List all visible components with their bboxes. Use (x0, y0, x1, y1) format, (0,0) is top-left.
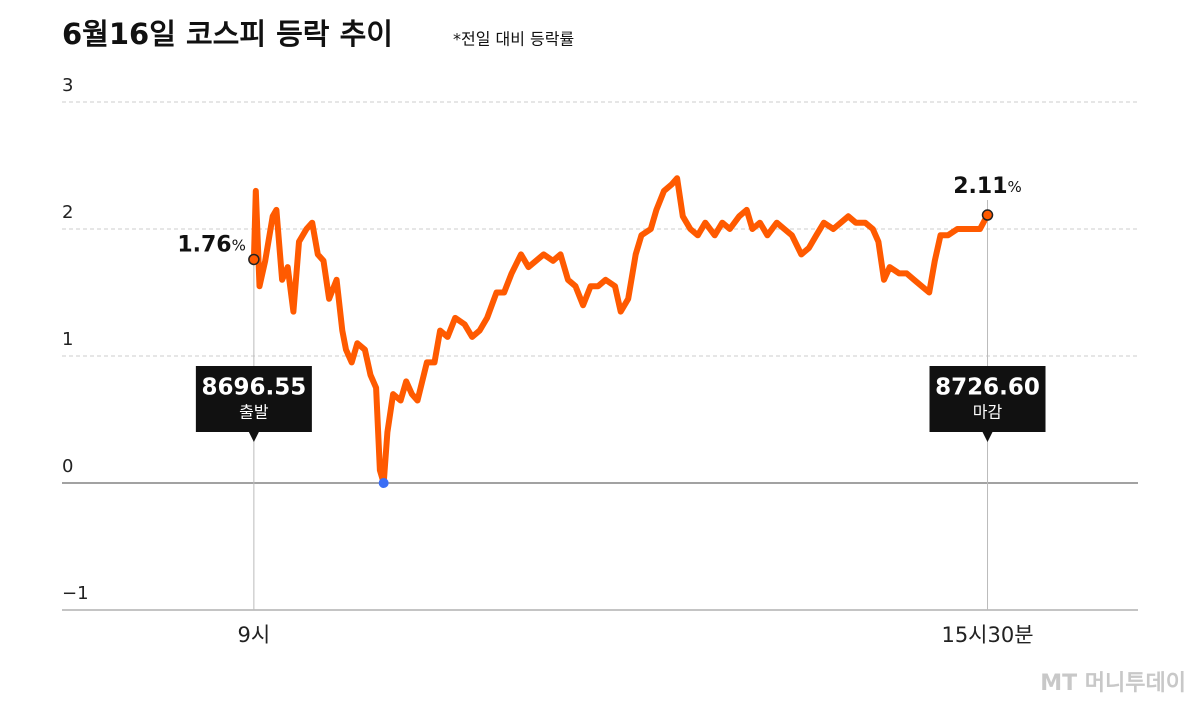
point-label-value: 1.76 (177, 232, 231, 257)
point-label-unit: % (232, 236, 246, 254)
point-label: 2.11% (953, 174, 1022, 199)
line (250, 175, 991, 486)
x-tick-label: 15시30분 (941, 623, 1033, 647)
y-tick-label: −1 (62, 583, 89, 604)
point-label: 1.76% (177, 232, 246, 257)
index-box (195, 366, 312, 442)
index-label: 마감 (973, 403, 1003, 422)
end-marker (981, 209, 994, 221)
y-tick-label: 2 (62, 202, 73, 223)
min-marker (378, 478, 389, 488)
point-label-value: 2.11 (953, 174, 1007, 199)
y-tick-label: 3 (62, 75, 73, 96)
index-value: 8696.55 (201, 375, 306, 401)
index-box (929, 366, 1046, 442)
end-marker (248, 253, 260, 266)
x-tick-label: 9시 (238, 623, 271, 647)
index-value: 8726.60 (935, 375, 1040, 401)
chart-title: 6월16일 코스피 등락 추이 (62, 17, 393, 51)
y-tick-label: 0 (62, 456, 73, 477)
point-label-unit: % (1008, 178, 1022, 196)
watermark: MT 머니투데이 (1040, 671, 1186, 696)
chart-subtitle: *전일 대비 등락률 (453, 30, 574, 49)
y-tick-label: 1 (62, 329, 73, 350)
index-label: 출발 (239, 403, 269, 422)
